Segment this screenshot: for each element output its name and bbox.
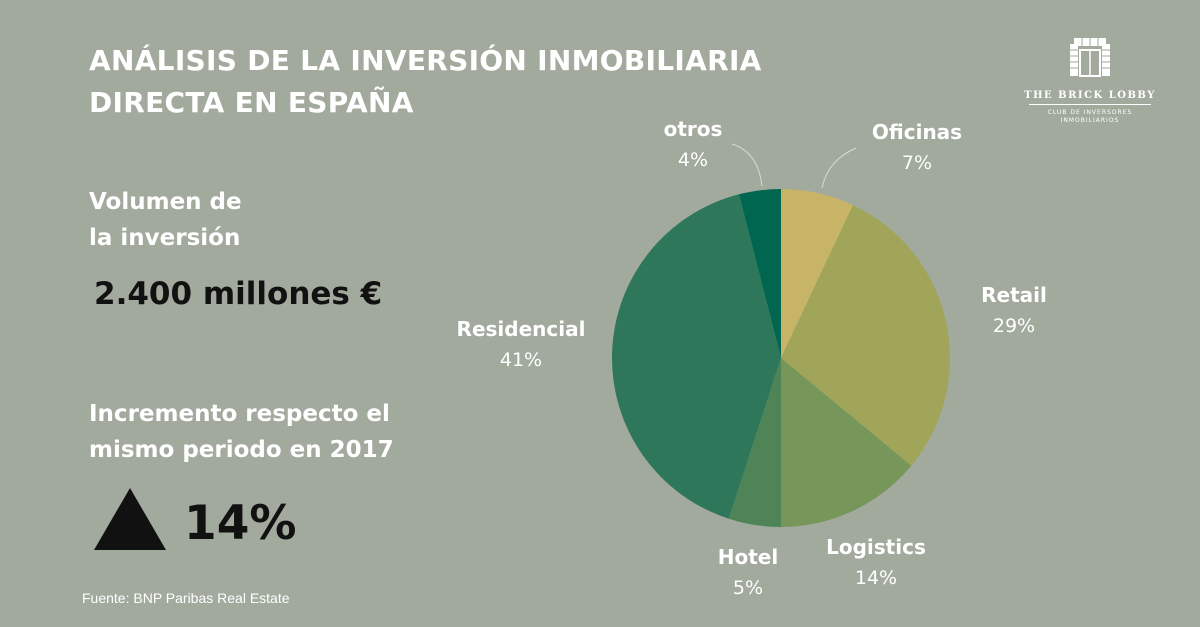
leader-line-oficinas bbox=[821, 147, 857, 189]
slice-label-oficinas: Oficinas bbox=[872, 120, 962, 144]
brand-logo: THE BRICK LOBBY CLUB DE INVERSORES INMOB… bbox=[1020, 36, 1160, 125]
pie-slice-oficinas bbox=[781, 188, 853, 358]
increase-value: 14% bbox=[184, 496, 297, 551]
slice-value-otros: 4% bbox=[678, 149, 708, 171]
slice-label-logistics: Logistics bbox=[826, 535, 926, 559]
title-line-1: ANÁLISIS DE LA INVERSIÓN INMOBILIARIA bbox=[89, 44, 762, 77]
pie-slice-retail bbox=[781, 205, 951, 466]
volume-label-line-1: Volumen de bbox=[89, 189, 242, 215]
pie-slice-hotel bbox=[728, 358, 781, 527]
increase-label: Incremento respecto el mismo periodo en … bbox=[89, 396, 449, 468]
volume-label-line-2: la inversión bbox=[89, 225, 241, 251]
logo-divider bbox=[1029, 104, 1151, 105]
slice-value-logistics: 14% bbox=[855, 567, 897, 589]
volume-value: 2.400 millones € bbox=[94, 276, 383, 312]
volume-label: Volumen de la inversión bbox=[89, 184, 349, 256]
triangle-up-icon bbox=[94, 488, 166, 550]
logo-name: THE BRICK LOBBY bbox=[1024, 90, 1156, 101]
increase-label-line-2: mismo periodo en 2017 bbox=[89, 437, 394, 463]
slice-label-otros: otros bbox=[664, 117, 723, 141]
slice-label-residencial: Residencial bbox=[457, 317, 586, 341]
pie-slice-logistics bbox=[781, 358, 912, 527]
slice-value-hotel: 5% bbox=[733, 577, 763, 599]
slice-label-hotel: Hotel bbox=[718, 545, 778, 569]
logo-subtitle-2: INMOBILIARIOS bbox=[1060, 117, 1120, 124]
slice-value-retail: 29% bbox=[993, 315, 1035, 337]
slice-value-residencial: 41% bbox=[500, 349, 542, 371]
pie-slice-otros bbox=[738, 189, 781, 358]
pie-slice-residencial bbox=[612, 194, 781, 519]
source-note: Fuente: BNP Paribas Real Estate bbox=[82, 590, 290, 606]
increase-label-line-1: Incremento respecto el bbox=[89, 401, 390, 427]
brick-arch-icon bbox=[1070, 38, 1110, 77]
leader-line-otros bbox=[731, 143, 763, 187]
page-title: ANÁLISIS DE LA INVERSIÓN INMOBILIARIA DI… bbox=[89, 40, 849, 124]
logo-subtitle-1: CLUB DE INVERSORES bbox=[1047, 109, 1133, 116]
title-line-2: DIRECTA EN ESPAÑA bbox=[89, 86, 414, 119]
slice-value-oficinas: 7% bbox=[902, 152, 932, 174]
slice-label-retail: Retail bbox=[981, 283, 1047, 307]
